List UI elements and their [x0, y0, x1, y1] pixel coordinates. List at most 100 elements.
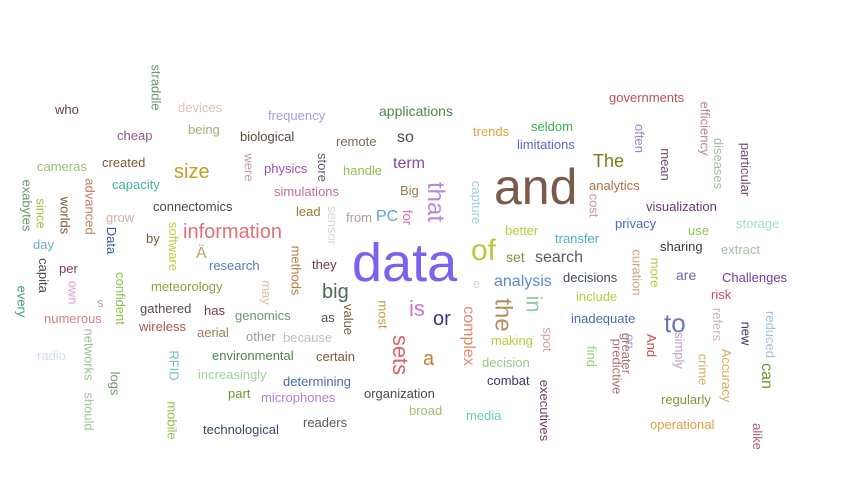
- word: storage: [736, 216, 780, 231]
- word: applications: [379, 103, 453, 119]
- word: PC: [376, 208, 399, 225]
- word: simply: [671, 332, 687, 369]
- word: governments: [609, 90, 685, 105]
- word: information: [183, 221, 282, 243]
- word: physics: [264, 161, 308, 176]
- word: value: [341, 303, 357, 336]
- word: Ä: [196, 245, 207, 262]
- word: making: [491, 333, 533, 348]
- word: are: [676, 267, 697, 283]
- word: software: [166, 221, 182, 272]
- word: every: [14, 285, 30, 318]
- word: capita: [35, 258, 51, 293]
- word: cost: [586, 193, 602, 218]
- word: devices: [178, 100, 223, 115]
- word: the: [489, 298, 517, 332]
- word: most: [375, 300, 391, 329]
- word: certain: [316, 349, 356, 364]
- word: particular: [738, 142, 754, 197]
- word: capture: [469, 180, 485, 225]
- word: and: [494, 159, 578, 215]
- word: Big: [400, 183, 419, 198]
- word: regularly: [661, 392, 711, 407]
- word: aerial: [197, 325, 229, 340]
- word: cameras: [37, 159, 87, 174]
- word: being: [188, 122, 220, 137]
- word: may: [258, 280, 274, 305]
- word: mean: [657, 148, 673, 181]
- word: And: [644, 333, 660, 358]
- word: on: [622, 334, 638, 349]
- word: size: [174, 161, 210, 183]
- word: crime: [695, 353, 711, 386]
- word: in: [521, 295, 547, 313]
- word: big: [322, 281, 349, 303]
- word: microphones: [261, 390, 336, 405]
- word: were: [241, 153, 257, 182]
- word: executives: [537, 379, 553, 442]
- word: who: [55, 102, 79, 117]
- word: inadequate: [571, 311, 636, 326]
- word: decisions: [563, 270, 618, 285]
- word: s: [97, 295, 104, 310]
- word: confident: [112, 272, 128, 325]
- word: visualization: [646, 199, 717, 214]
- word: they: [312, 257, 337, 272]
- word: day: [33, 237, 54, 252]
- word: for: [400, 209, 416, 226]
- word: gathered: [140, 301, 192, 316]
- word: often: [631, 124, 647, 153]
- word: reduced: [762, 311, 778, 358]
- word: research: [209, 258, 260, 273]
- word: since: [33, 198, 49, 229]
- word: organization: [364, 386, 435, 401]
- word: Accuracy: [719, 348, 735, 403]
- word: search: [535, 249, 584, 266]
- word: better: [505, 223, 539, 238]
- word: worlds: [57, 196, 73, 235]
- word: advanced: [82, 178, 98, 235]
- word: genomics: [235, 308, 291, 323]
- word: is: [409, 296, 425, 321]
- word: that: [422, 181, 450, 223]
- word: The: [593, 151, 625, 171]
- word: from: [346, 210, 372, 225]
- word: handle: [343, 163, 383, 178]
- word: find: [583, 346, 599, 367]
- word: to: [664, 308, 686, 338]
- word: straddle: [148, 64, 164, 111]
- word: as: [321, 310, 335, 325]
- word: a: [423, 348, 435, 370]
- word: numerous: [44, 311, 102, 326]
- word: set: [506, 249, 525, 265]
- word: efficiency: [697, 101, 713, 156]
- word: of: [471, 234, 497, 267]
- word: frequency: [268, 108, 326, 123]
- word: more: [647, 257, 663, 288]
- word: e: [473, 276, 481, 291]
- word: methods: [288, 245, 304, 296]
- word: decision: [482, 355, 530, 370]
- word: remote: [336, 134, 377, 149]
- word: extract: [721, 242, 761, 257]
- word: combat: [487, 373, 530, 388]
- word: RFID: [166, 350, 182, 381]
- word: environmental: [212, 348, 294, 363]
- word: alike: [749, 423, 765, 450]
- word: grow: [106, 210, 135, 225]
- word: sharing: [660, 239, 703, 254]
- word: connectomics: [153, 199, 233, 214]
- word: radio: [37, 348, 66, 363]
- word: operational: [650, 417, 715, 432]
- word: should: [81, 392, 97, 431]
- word: or: [433, 308, 451, 330]
- word: new: [738, 321, 754, 346]
- word: data: [352, 233, 458, 293]
- word: analytics: [589, 178, 640, 193]
- word: term: [393, 155, 425, 172]
- word: sensor: [325, 205, 341, 246]
- word: simulations: [274, 184, 340, 199]
- word: diseases: [711, 137, 727, 190]
- word: meteorology: [151, 279, 223, 294]
